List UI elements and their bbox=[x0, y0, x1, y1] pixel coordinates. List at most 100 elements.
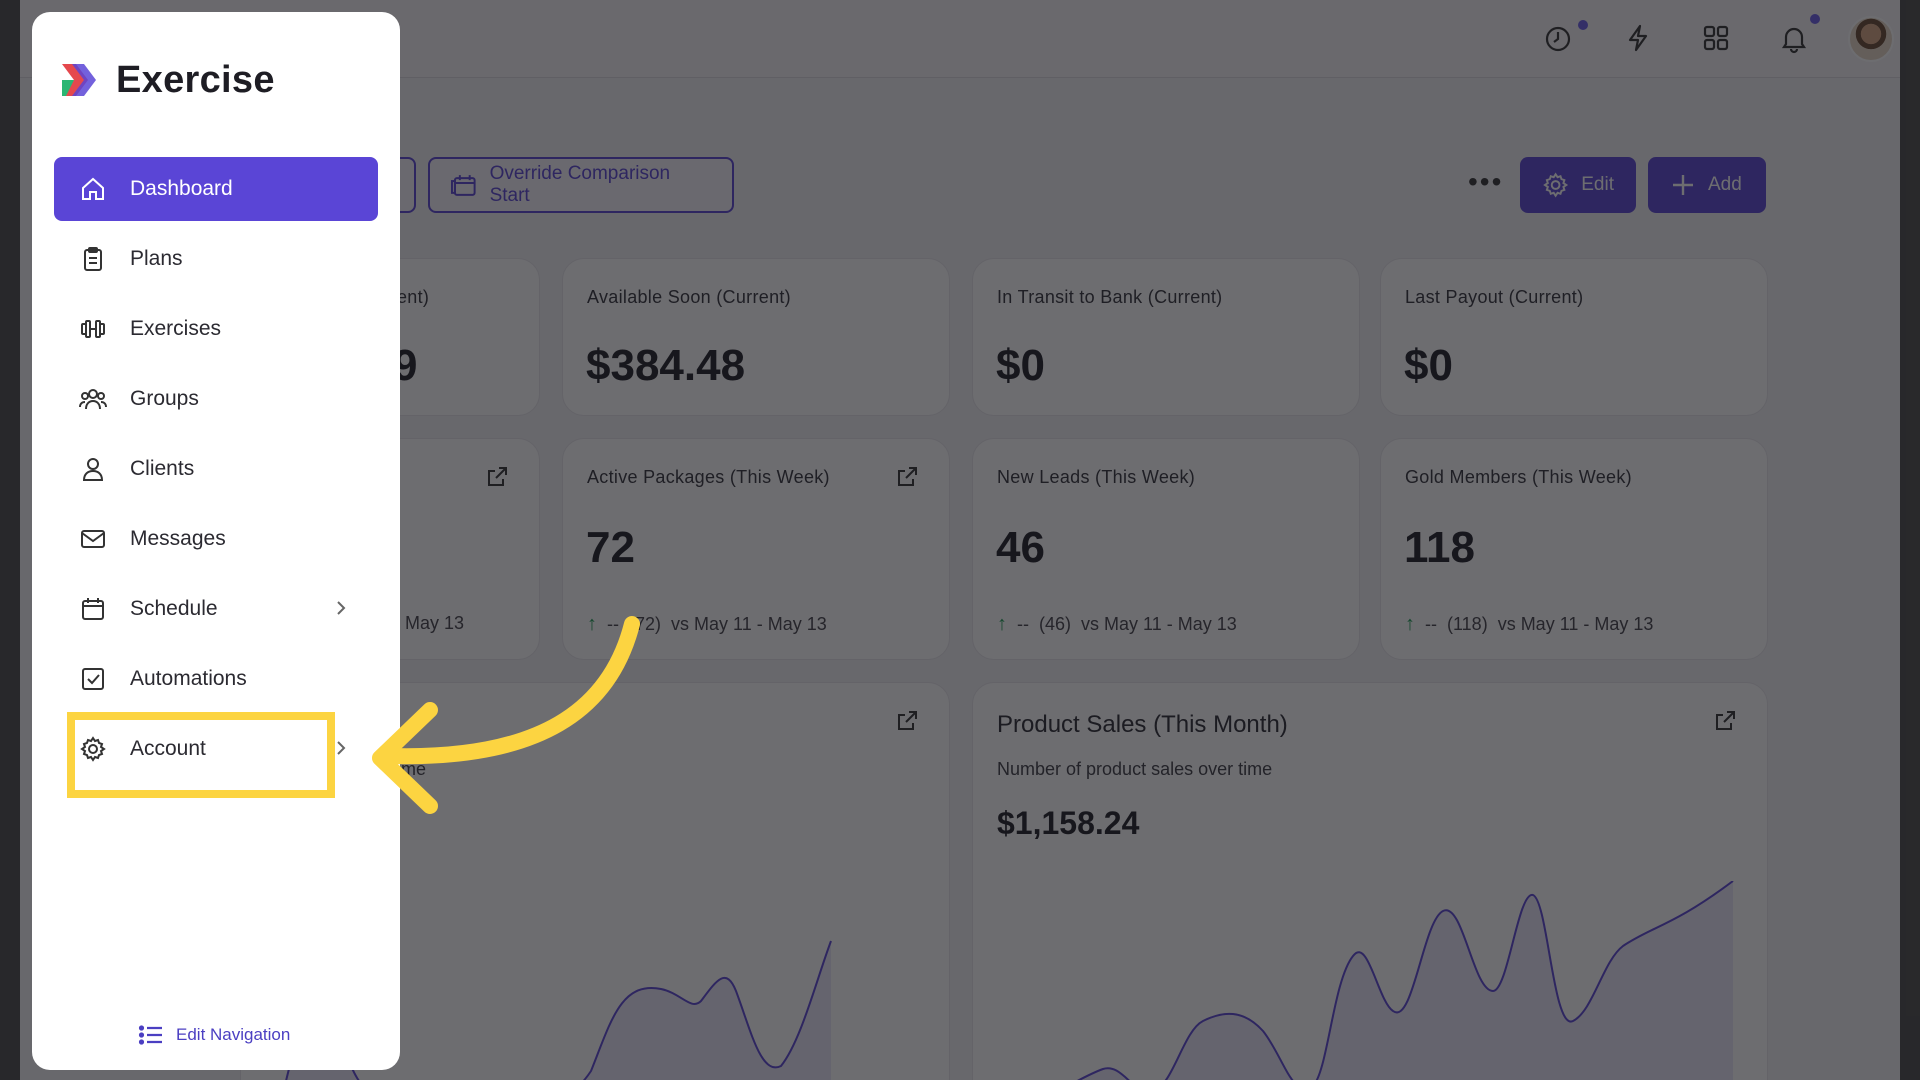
clipboard-icon bbox=[78, 244, 108, 274]
active-packages-value: 72 bbox=[586, 523, 635, 572]
sidebar-item-exercises[interactable]: Exercises bbox=[54, 297, 378, 361]
sidebar-item-label: Groups bbox=[130, 387, 199, 410]
new-leads-value: 46 bbox=[996, 523, 1045, 572]
sidebar-item-label: Dashboard bbox=[130, 177, 233, 200]
gold-members-prev: (118) bbox=[1447, 614, 1488, 634]
new-leads-card: New Leads (This Week) 46 ↑ -- (46) vs Ma… bbox=[972, 438, 1360, 660]
active-packages-label: Active Packages (This Week) bbox=[587, 467, 830, 487]
calendar-icon bbox=[450, 175, 476, 196]
last-payout-card: Last Payout (Current) $0 bbox=[1380, 258, 1768, 416]
active-packages-change: -- bbox=[607, 614, 619, 634]
product-sales-subtitle: Number of product sales over time bbox=[997, 759, 1273, 779]
envelope-icon bbox=[78, 524, 108, 554]
gold-members-range: vs May 11 - May 13 bbox=[1497, 614, 1654, 634]
user-icon bbox=[78, 454, 108, 484]
partial-card-label: ent) bbox=[397, 287, 430, 307]
user-avatar[interactable] bbox=[1848, 16, 1894, 62]
users-group-icon bbox=[78, 384, 108, 414]
tutorial-highlight-box bbox=[67, 712, 335, 798]
arrow-up-icon: ↑ bbox=[1405, 613, 1415, 635]
partial-card-comparison: May 13 bbox=[405, 613, 464, 634]
gold-members-change: -- bbox=[1425, 614, 1437, 634]
in-transit-value: $0 bbox=[996, 341, 1045, 390]
new-leads-label: New Leads (This Week) bbox=[997, 467, 1196, 487]
open-external-icon[interactable] bbox=[895, 465, 919, 489]
chevron-right-icon[interactable] bbox=[330, 737, 352, 759]
home-icon bbox=[78, 174, 108, 204]
lightning-bolt-icon[interactable] bbox=[1622, 22, 1654, 54]
sidebar-item-schedule[interactable]: Schedule bbox=[54, 577, 378, 641]
gold-members-comparison: ↑ -- (118) vs May 11 - May 13 bbox=[1405, 613, 1653, 636]
calendar-icon bbox=[78, 594, 108, 624]
sidebar-item-label: Account bbox=[130, 737, 206, 760]
sidebar-item-label: Plans bbox=[130, 247, 183, 270]
edit-navigation-label: Edit Navigation bbox=[176, 1025, 291, 1044]
checkbox-icon bbox=[78, 664, 108, 694]
app-name: Exercise bbox=[116, 58, 275, 101]
sidebar-item-label: Exercises bbox=[130, 317, 222, 340]
partial-chart-subtitle: ime bbox=[397, 759, 427, 779]
override-comparison-start-button[interactable]: Override Comparison Start bbox=[428, 157, 734, 213]
dumbbell-icon bbox=[78, 314, 108, 344]
sidebar-item-messages[interactable]: Messages bbox=[54, 507, 378, 571]
edit-button[interactable]: Edit bbox=[1520, 157, 1636, 213]
product-sales-sparkline bbox=[1076, 881, 1734, 1080]
new-leads-change: -- bbox=[1017, 614, 1029, 634]
sidebar-item-dashboard[interactable]: Dashboard bbox=[54, 157, 378, 221]
open-external-icon[interactable] bbox=[1713, 709, 1737, 733]
list-icon bbox=[138, 1025, 162, 1045]
notifications-dot bbox=[1810, 14, 1820, 24]
gold-members-label: Gold Members (This Week) bbox=[1405, 467, 1632, 487]
available-soon-value: $384.48 bbox=[586, 341, 746, 390]
sidebar-item-automations[interactable]: Automations bbox=[54, 647, 378, 711]
plus-icon bbox=[1673, 175, 1693, 195]
product-sales-card: Product Sales (This Month) Number of pro… bbox=[972, 682, 1768, 1080]
history-notification-dot bbox=[1578, 20, 1588, 30]
new-leads-prev: (46) bbox=[1039, 614, 1072, 634]
sidebar-item-plans[interactable]: Plans bbox=[54, 227, 378, 291]
available-soon-label: Available Soon (Current) bbox=[587, 287, 791, 307]
available-soon-card: Available Soon (Current) $384.48 bbox=[562, 258, 950, 416]
sidebar-item-label: Messages bbox=[130, 527, 226, 550]
sidebar-item-clients[interactable]: Clients bbox=[54, 437, 378, 501]
sidebar-item-groups[interactable]: Groups bbox=[54, 367, 378, 431]
open-external-icon[interactable] bbox=[895, 709, 919, 733]
sidebar-item-label: Clients bbox=[130, 457, 195, 480]
arrow-up-icon: ↑ bbox=[997, 613, 1007, 635]
screen-left-edge bbox=[0, 0, 20, 1080]
history-clock-icon[interactable] bbox=[1542, 22, 1574, 54]
gear-icon bbox=[1543, 172, 1569, 198]
override-comparison-start-label: Override Comparison Start bbox=[489, 163, 671, 206]
screen-right-edge bbox=[1900, 0, 1920, 1080]
app-logo[interactable]: Exercise bbox=[58, 58, 275, 102]
more-options-icon[interactable]: ••• bbox=[1468, 166, 1504, 197]
apps-grid-icon[interactable] bbox=[1700, 22, 1732, 54]
new-leads-comparison: ↑ -- (46) vs May 11 - May 13 bbox=[997, 613, 1237, 636]
active-packages-prev: (72) bbox=[629, 614, 662, 634]
gold-members-value: 118 bbox=[1404, 523, 1475, 572]
partial-card-range: May 13 bbox=[405, 613, 465, 633]
product-sales-amount: $1,158.24 bbox=[997, 805, 1140, 841]
add-button[interactable]: Add bbox=[1648, 157, 1766, 213]
gold-members-card: Gold Members (This Week) 118 ↑ -- (118) … bbox=[1380, 438, 1768, 660]
in-transit-label: In Transit to Bank (Current) bbox=[997, 287, 1223, 307]
add-label: Add bbox=[1708, 174, 1742, 195]
new-leads-range: vs May 11 - May 13 bbox=[1081, 614, 1237, 634]
exercise-logo-icon bbox=[62, 64, 96, 96]
gear-icon bbox=[78, 734, 108, 764]
active-packages-comparison: ↑ -- (72) vs May 11 - May 13 bbox=[587, 613, 827, 636]
last-payout-label: Last Payout (Current) bbox=[1405, 287, 1584, 307]
sidebar-item-label: Automations bbox=[130, 667, 247, 690]
sidebar-item-account[interactable]: Account bbox=[54, 717, 378, 781]
in-transit-card: In Transit to Bank (Current) $0 bbox=[972, 258, 1360, 416]
chevron-right-icon[interactable] bbox=[330, 597, 352, 619]
active-packages-card: Active Packages (This Week) 72 ↑ -- (72)… bbox=[562, 438, 950, 660]
edit-label: Edit bbox=[1581, 174, 1614, 195]
edit-navigation-link[interactable]: Edit Navigation bbox=[138, 1022, 290, 1048]
sidebar-item-label: Schedule bbox=[130, 597, 218, 620]
last-payout-value: $0 bbox=[1404, 341, 1453, 390]
product-sales-title: Product Sales (This Month) bbox=[997, 711, 1288, 738]
arrow-up-icon: ↑ bbox=[587, 613, 597, 635]
notifications-bell-icon[interactable] bbox=[1778, 22, 1810, 54]
open-external-icon[interactable] bbox=[485, 465, 509, 489]
